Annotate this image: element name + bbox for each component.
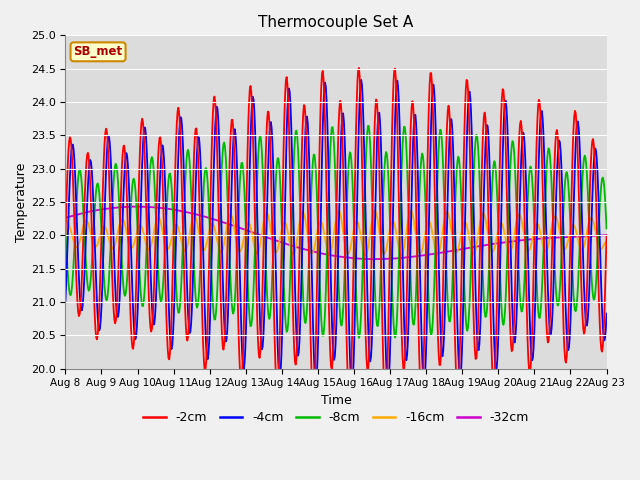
-32cm (127, 204, 134, 210)
-4cm (127, 240, 134, 246)
Line: -2cm: -2cm (65, 68, 607, 403)
-8cm (71, 228, 79, 234)
Text: SB_met: SB_met (74, 45, 123, 59)
-8cm (365, 123, 372, 129)
-16cm (371, 208, 379, 214)
-32cm (211, 217, 219, 223)
Line: -8cm: -8cm (65, 126, 607, 338)
-2cm (403, 281, 411, 287)
-32cm (603, 232, 611, 238)
-8cm (61, 227, 69, 232)
Y-axis label: Temperature: Temperature (15, 162, 28, 241)
-32cm (132, 204, 140, 209)
-8cm (211, 317, 218, 323)
-4cm (61, 299, 69, 304)
-16cm (403, 224, 411, 229)
-16cm (127, 245, 134, 251)
-16cm (211, 225, 218, 230)
-2cm (127, 321, 134, 327)
-2cm (182, 322, 189, 328)
-8cm (419, 153, 427, 158)
-32cm (403, 254, 411, 260)
-2cm (419, 379, 427, 385)
-4cm (211, 145, 218, 151)
-8cm (603, 226, 611, 231)
-4cm (71, 173, 79, 179)
-2cm (61, 232, 69, 238)
-16cm (419, 243, 427, 249)
-16cm (61, 217, 69, 223)
-8cm (403, 163, 411, 169)
-2cm (355, 65, 363, 71)
-4cm (348, 384, 356, 390)
-4cm (419, 372, 427, 377)
-8cm (182, 168, 189, 174)
X-axis label: Time: Time (321, 394, 351, 407)
-16cm (362, 252, 369, 258)
-2cm (211, 94, 218, 99)
-16cm (182, 247, 189, 253)
-8cm (355, 335, 363, 341)
Legend: -2cm, -4cm, -8cm, -16cm, -32cm: -2cm, -4cm, -8cm, -16cm, -32cm (138, 406, 534, 429)
-2cm (603, 232, 611, 238)
-4cm (182, 240, 189, 246)
-8cm (127, 204, 134, 209)
-16cm (71, 243, 79, 249)
-2cm (71, 243, 79, 249)
-4cm (357, 77, 365, 83)
-32cm (61, 215, 69, 221)
-4cm (603, 311, 611, 316)
Line: -16cm: -16cm (65, 211, 607, 255)
-32cm (419, 252, 427, 258)
-4cm (403, 352, 411, 358)
Title: Thermocouple Set A: Thermocouple Set A (259, 15, 413, 30)
Line: -4cm: -4cm (65, 80, 607, 387)
-32cm (369, 256, 376, 262)
Line: -32cm: -32cm (65, 206, 607, 259)
-32cm (182, 209, 190, 215)
-32cm (71, 212, 79, 218)
-16cm (603, 239, 611, 244)
-2cm (381, 400, 389, 406)
